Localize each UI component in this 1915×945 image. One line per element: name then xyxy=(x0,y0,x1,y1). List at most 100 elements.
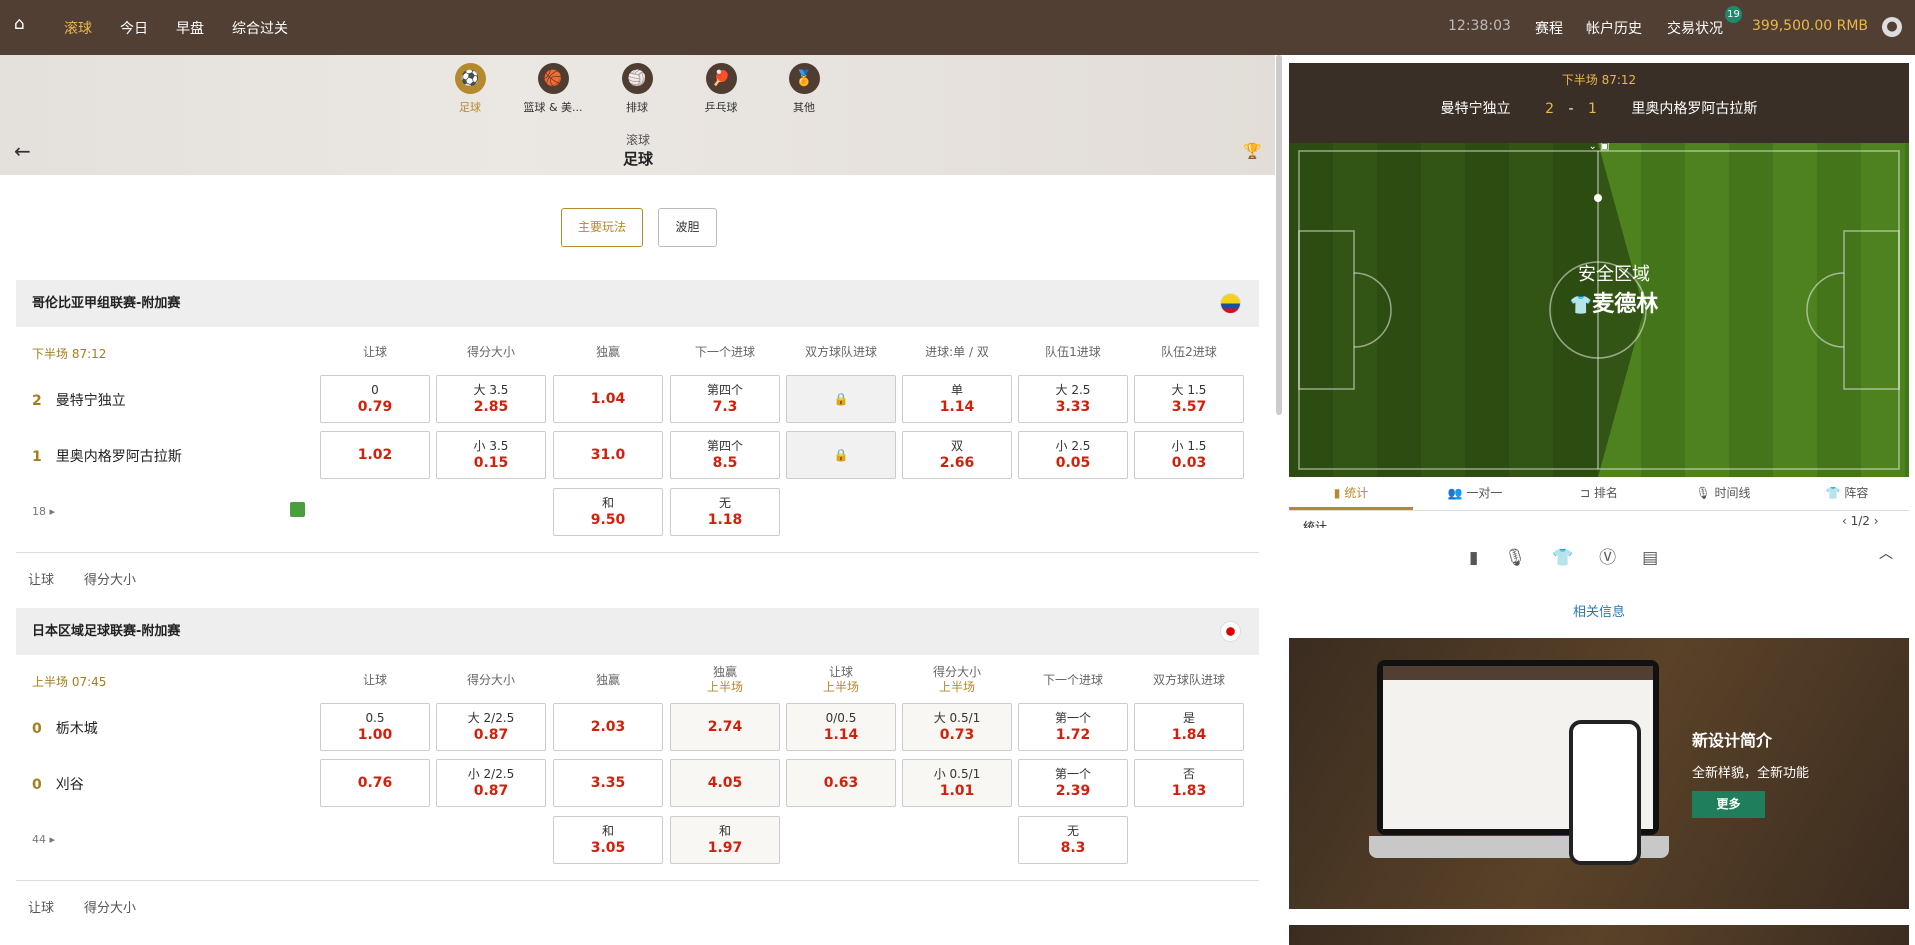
shirt-icon[interactable]: 👕 xyxy=(1551,548,1600,568)
odds-button[interactable]: 和 9.50 xyxy=(553,488,663,536)
odds-button[interactable]: 单 1.14 xyxy=(902,375,1012,423)
market-tab[interactable]: 让球 xyxy=(28,901,55,916)
odds-button[interactable]: 第四个 7.3 xyxy=(670,375,780,423)
sport-label: 乒乓球 xyxy=(704,101,738,114)
odds-value: 0.76 xyxy=(357,775,393,791)
jersey-icon: 👕 xyxy=(1569,295,1593,316)
link-schedule[interactable]: 赛程 xyxy=(1535,21,1563,37)
home-icon[interactable]: ⌂ xyxy=(14,14,25,34)
odds-button[interactable]: 大 2/2.5 0.87 xyxy=(436,703,546,751)
lock-icon: 🔒 xyxy=(833,448,849,462)
bar-chart-icon[interactable]: ▮ xyxy=(1469,548,1505,568)
odds-button[interactable]: 31.0 xyxy=(553,431,663,479)
live-pitch-icon[interactable] xyxy=(290,502,305,517)
tab-icon: 👥 xyxy=(1447,486,1467,500)
tab-icon: ▮ xyxy=(1333,486,1345,500)
stats-tab[interactable]: ▮ 统计 xyxy=(1289,477,1413,510)
odds-label: 单 xyxy=(950,383,963,397)
odds-value: 0.15 xyxy=(473,455,509,471)
market-name: 让球 xyxy=(362,345,387,359)
link-trade-status[interactable]: 交易状况 xyxy=(1667,21,1723,37)
sport-tab[interactable]: 🏀 篮球 & 美... xyxy=(518,63,588,115)
tab-label: 一对一 xyxy=(1466,486,1503,500)
odds-button[interactable]: 第四个 8.5 xyxy=(670,431,780,479)
stats-tab[interactable]: ⊐ 排名 xyxy=(1537,477,1661,510)
odds-button[interactable]: 0/0.5 1.14 xyxy=(786,703,896,751)
collapse-icon[interactable]: ︿ xyxy=(1879,546,1893,562)
odds-button[interactable]: 否 1.83 xyxy=(1134,759,1244,807)
odds-button[interactable]: 0.63 xyxy=(786,759,896,807)
more-button[interactable]: 更多 xyxy=(1692,791,1765,818)
odds-button[interactable]: 和 3.05 xyxy=(553,816,663,864)
trophy-icon[interactable]: 🏆 xyxy=(1243,142,1262,160)
odds-button[interactable]: 小 3.5 0.15 xyxy=(436,431,546,479)
link-account-history[interactable]: 帐户历史 xyxy=(1586,21,1642,37)
odds-button[interactable]: 小 2/2.5 0.87 xyxy=(436,759,546,807)
sport-tab[interactable]: 🏅 其他 xyxy=(769,63,839,115)
nav-parlay[interactable]: 综合过关 xyxy=(232,21,288,37)
sport-tab[interactable]: 🏓 乒乓球 xyxy=(686,63,756,115)
stats-tab[interactable]: 👕 阵容 xyxy=(1785,477,1909,510)
odds-button[interactable]: 无 8.3 xyxy=(1018,816,1128,864)
odds-button[interactable]: 大 1.5 3.57 xyxy=(1134,375,1244,423)
odds-button[interactable]: 小 0.5/1 1.01 xyxy=(902,759,1012,807)
odds-button[interactable]: 大 0.5/1 0.73 xyxy=(902,703,1012,751)
top-header: ⌂ 滚球 今日 早盘 综合过关 12:38:03 赛程 帐户历史 交易状况 19… xyxy=(0,0,1915,55)
vs-icon[interactable]: Ⓥ xyxy=(1599,548,1643,568)
back-arrow-icon[interactable]: ← xyxy=(14,139,31,163)
divider xyxy=(16,880,1259,881)
odds-button[interactable]: 大 2.5 3.33 xyxy=(1018,375,1128,423)
odds-button[interactable]: 小 2.5 0.05 xyxy=(1018,431,1128,479)
odds-button[interactable]: 2.03 xyxy=(553,703,663,751)
odds-button[interactable]: 0.5 1.00 xyxy=(320,703,430,751)
sport-tab[interactable]: 🏐 排球 xyxy=(602,63,672,115)
market-tab[interactable]: 得分大小 xyxy=(84,901,137,916)
odds-button[interactable]: 双 2.66 xyxy=(902,431,1012,479)
odds-button[interactable]: 和 1.97 xyxy=(670,816,780,864)
odds-button[interactable]: 小 1.5 0.03 xyxy=(1134,431,1244,479)
league-header[interactable]: 日本区域足球联赛-附加赛 xyxy=(16,608,1259,655)
more-markets-link[interactable]: 44 ▸ xyxy=(32,833,55,846)
nav-live[interactable]: 滚球 xyxy=(64,21,92,37)
mode-correct-score-button[interactable]: 波胆 xyxy=(658,208,717,247)
nav-today[interactable]: 今日 xyxy=(120,21,148,37)
odds-button[interactable]: 大 3.5 2.85 xyxy=(436,375,546,423)
team-name: 里奥内格罗阿古拉斯 xyxy=(55,449,182,465)
odds-label: 0.5 xyxy=(365,711,385,725)
microphone-icon[interactable]: 🎙 xyxy=(1504,548,1552,568)
odds-button[interactable]: 0.76 xyxy=(320,759,430,807)
odds-button[interactable]: 是 1.84 xyxy=(1134,703,1244,751)
odds-button[interactable]: 1.04 xyxy=(553,375,663,423)
odds-button[interactable]: 0 0.79 xyxy=(320,375,430,423)
promo-banner: 新设计简介 全新样貌，全新功能 更多 xyxy=(1289,638,1909,909)
odds-button[interactable]: 3.35 xyxy=(553,759,663,807)
market-period: 上半场 xyxy=(938,680,975,694)
stats-tab[interactable]: 👥 一对一 xyxy=(1413,477,1537,510)
odds-value: 8.5 xyxy=(712,455,738,471)
odds-button[interactable]: 4.05 xyxy=(670,759,780,807)
odds-button[interactable]: 第一个 2.39 xyxy=(1018,759,1128,807)
stats-tab[interactable]: 🎙 时间线 xyxy=(1661,477,1785,510)
odds-button[interactable]: 第一个 1.72 xyxy=(1018,703,1128,751)
market-tab[interactable]: 让球 xyxy=(28,573,55,588)
market-period: 上半场 xyxy=(706,680,743,694)
more-markets-link[interactable]: 18 ▸ xyxy=(32,505,55,518)
pitch-toggle-icon[interactable]: ⌄ ▣ xyxy=(1588,143,1610,152)
scrollbar[interactable] xyxy=(1276,55,1282,415)
table-icon[interactable]: ▤ xyxy=(1642,548,1685,568)
divider xyxy=(16,552,1259,553)
related-info-link[interactable]: 相关信息 xyxy=(1572,605,1625,620)
league-header[interactable]: 哥伦比亚甲组联赛-附加赛 xyxy=(16,280,1259,327)
mode-main-button[interactable]: 主要玩法 xyxy=(561,208,643,247)
odds-button[interactable]: 1.02 xyxy=(320,431,430,479)
odds-label: 否 xyxy=(1182,767,1195,781)
stats-pager[interactable]: ‹ 1/2 › xyxy=(1842,514,1879,528)
nav-early[interactable]: 早盘 xyxy=(176,21,204,37)
odds-value: 9.50 xyxy=(590,512,626,528)
odds-button[interactable]: 2.74 xyxy=(670,703,780,751)
sport-tab[interactable]: ⚽ 足球 xyxy=(435,63,505,115)
odds-button[interactable]: 无 1.18 xyxy=(670,488,780,536)
user-icon[interactable]: ● xyxy=(1882,17,1902,37)
odds-value: 0.63 xyxy=(823,775,859,791)
market-tab[interactable]: 得分大小 xyxy=(84,573,137,588)
